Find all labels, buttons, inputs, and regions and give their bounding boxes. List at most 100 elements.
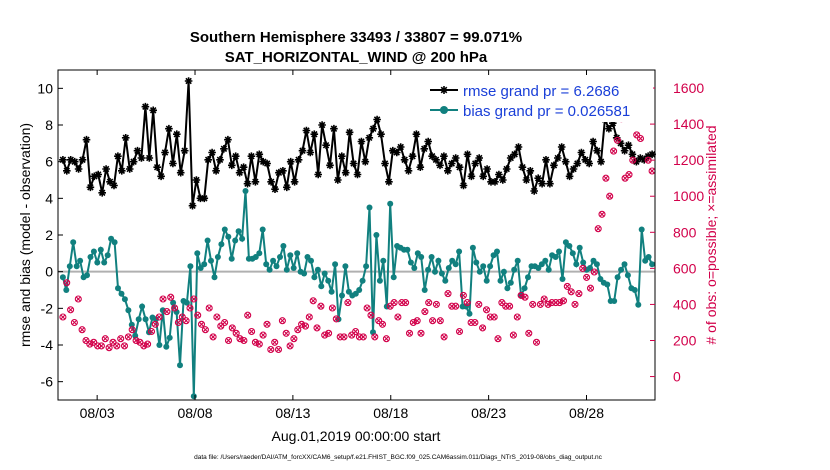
bias-point bbox=[342, 263, 349, 270]
obs-possible-point bbox=[440, 333, 448, 341]
obs-possible-point bbox=[390, 299, 398, 307]
obs-assimilated-point bbox=[491, 314, 497, 320]
obs-assimilated-point bbox=[514, 314, 520, 320]
bias-point bbox=[445, 265, 452, 271]
obs-possible-point bbox=[305, 313, 313, 321]
bias-point bbox=[218, 241, 225, 248]
bias-point bbox=[232, 237, 239, 244]
bias-point bbox=[87, 254, 94, 260]
rmse-point bbox=[424, 137, 432, 146]
obs-assimilated-point bbox=[329, 305, 336, 311]
obs-possible-point bbox=[144, 340, 152, 348]
y-tick-label: -2 bbox=[41, 300, 54, 316]
obs-assimilated-point bbox=[468, 319, 474, 326]
rmse-point bbox=[161, 148, 169, 157]
bias-point bbox=[156, 342, 163, 348]
obs-possible-point bbox=[255, 340, 263, 348]
obs-assimilated-point bbox=[264, 321, 270, 327]
obs-assimilated-point bbox=[133, 337, 139, 344]
legend-bias-marker bbox=[440, 106, 448, 114]
rmse-point bbox=[616, 139, 625, 148]
bias-point bbox=[201, 261, 208, 268]
obs-possible-point bbox=[190, 295, 198, 303]
bias-point bbox=[624, 272, 631, 279]
obs-possible-point bbox=[525, 329, 533, 337]
y2-tick-label: 200 bbox=[673, 332, 697, 348]
rmse-point bbox=[220, 145, 228, 153]
rmse-point bbox=[487, 178, 495, 186]
obs-possible-point bbox=[594, 225, 602, 233]
bias-point bbox=[183, 299, 190, 306]
obs-possible-point bbox=[271, 338, 279, 346]
obs-assimilated-point bbox=[102, 336, 108, 342]
obs-possible-point bbox=[352, 327, 360, 336]
rmse-point bbox=[279, 167, 287, 175]
bias-point bbox=[66, 263, 73, 270]
rmse-point bbox=[251, 178, 260, 186]
rmse-point bbox=[381, 159, 389, 168]
bias-point bbox=[239, 235, 246, 242]
obs-possible-point bbox=[509, 331, 517, 339]
obs-possible-point bbox=[67, 306, 75, 314]
bias-series bbox=[59, 188, 656, 400]
rmse-point bbox=[255, 150, 264, 159]
rmse-point bbox=[121, 134, 130, 142]
bias-point bbox=[473, 259, 480, 266]
obs-assimilated-point bbox=[464, 300, 470, 306]
obs-assimilated-point bbox=[83, 337, 89, 344]
obs-possible-point bbox=[413, 317, 421, 325]
bias-point bbox=[466, 310, 473, 317]
rmse-point bbox=[577, 148, 586, 157]
bias-point bbox=[556, 248, 562, 255]
obs-possible-point bbox=[290, 335, 298, 343]
bias-point bbox=[356, 287, 363, 293]
y2-tick-label: 400 bbox=[673, 296, 697, 312]
obs-possible-point bbox=[629, 156, 637, 164]
bias-point bbox=[463, 303, 469, 310]
rmse-point bbox=[353, 170, 362, 179]
obs-assimilated-point bbox=[175, 319, 182, 326]
bias-point bbox=[59, 274, 66, 281]
bias-point bbox=[421, 287, 428, 293]
x-tick-label: 08/13 bbox=[275, 405, 310, 421]
bias-point bbox=[328, 288, 335, 295]
bias-point bbox=[390, 274, 397, 281]
rmse-point bbox=[573, 159, 582, 168]
obs-assimilated-point bbox=[510, 332, 517, 338]
rmse-point bbox=[542, 156, 550, 164]
bias-point bbox=[645, 254, 652, 260]
obs-assimilated-point bbox=[526, 330, 532, 336]
rmse-point bbox=[495, 170, 503, 179]
bias-point bbox=[500, 268, 507, 275]
obs-possible-point bbox=[378, 320, 387, 328]
rmse-point bbox=[451, 154, 460, 162]
obs-assimilated-point bbox=[591, 269, 597, 275]
y2-tick-label: 1200 bbox=[673, 152, 704, 168]
rmse-point bbox=[569, 165, 578, 173]
obs-possible-point bbox=[298, 320, 306, 328]
rmse-point bbox=[298, 146, 307, 155]
bias-point bbox=[452, 261, 459, 268]
rmse-point bbox=[176, 168, 185, 177]
bias-point bbox=[294, 250, 301, 257]
rmse-point bbox=[78, 156, 87, 164]
obs-possible-point bbox=[421, 308, 429, 316]
obs-possible-point bbox=[205, 304, 213, 312]
bias-point bbox=[73, 263, 80, 270]
rmse-point bbox=[565, 172, 574, 181]
obs-possible-point bbox=[63, 279, 71, 287]
bias-point bbox=[494, 248, 500, 255]
obs-assimilated-point bbox=[106, 345, 112, 351]
rmse-point bbox=[648, 150, 656, 159]
obs-assimilated-point bbox=[587, 285, 594, 291]
rmse-point bbox=[349, 159, 358, 168]
obs-assimilated-point bbox=[634, 132, 640, 138]
rmse-point bbox=[385, 178, 393, 186]
rmse-point bbox=[557, 143, 566, 151]
obs-assimilated-point bbox=[437, 318, 443, 324]
obs-possible-point bbox=[563, 282, 571, 290]
rmse-point bbox=[330, 124, 338, 133]
rmse-point bbox=[597, 157, 605, 166]
obs-possible-point bbox=[409, 318, 417, 327]
bias-point bbox=[511, 266, 518, 273]
